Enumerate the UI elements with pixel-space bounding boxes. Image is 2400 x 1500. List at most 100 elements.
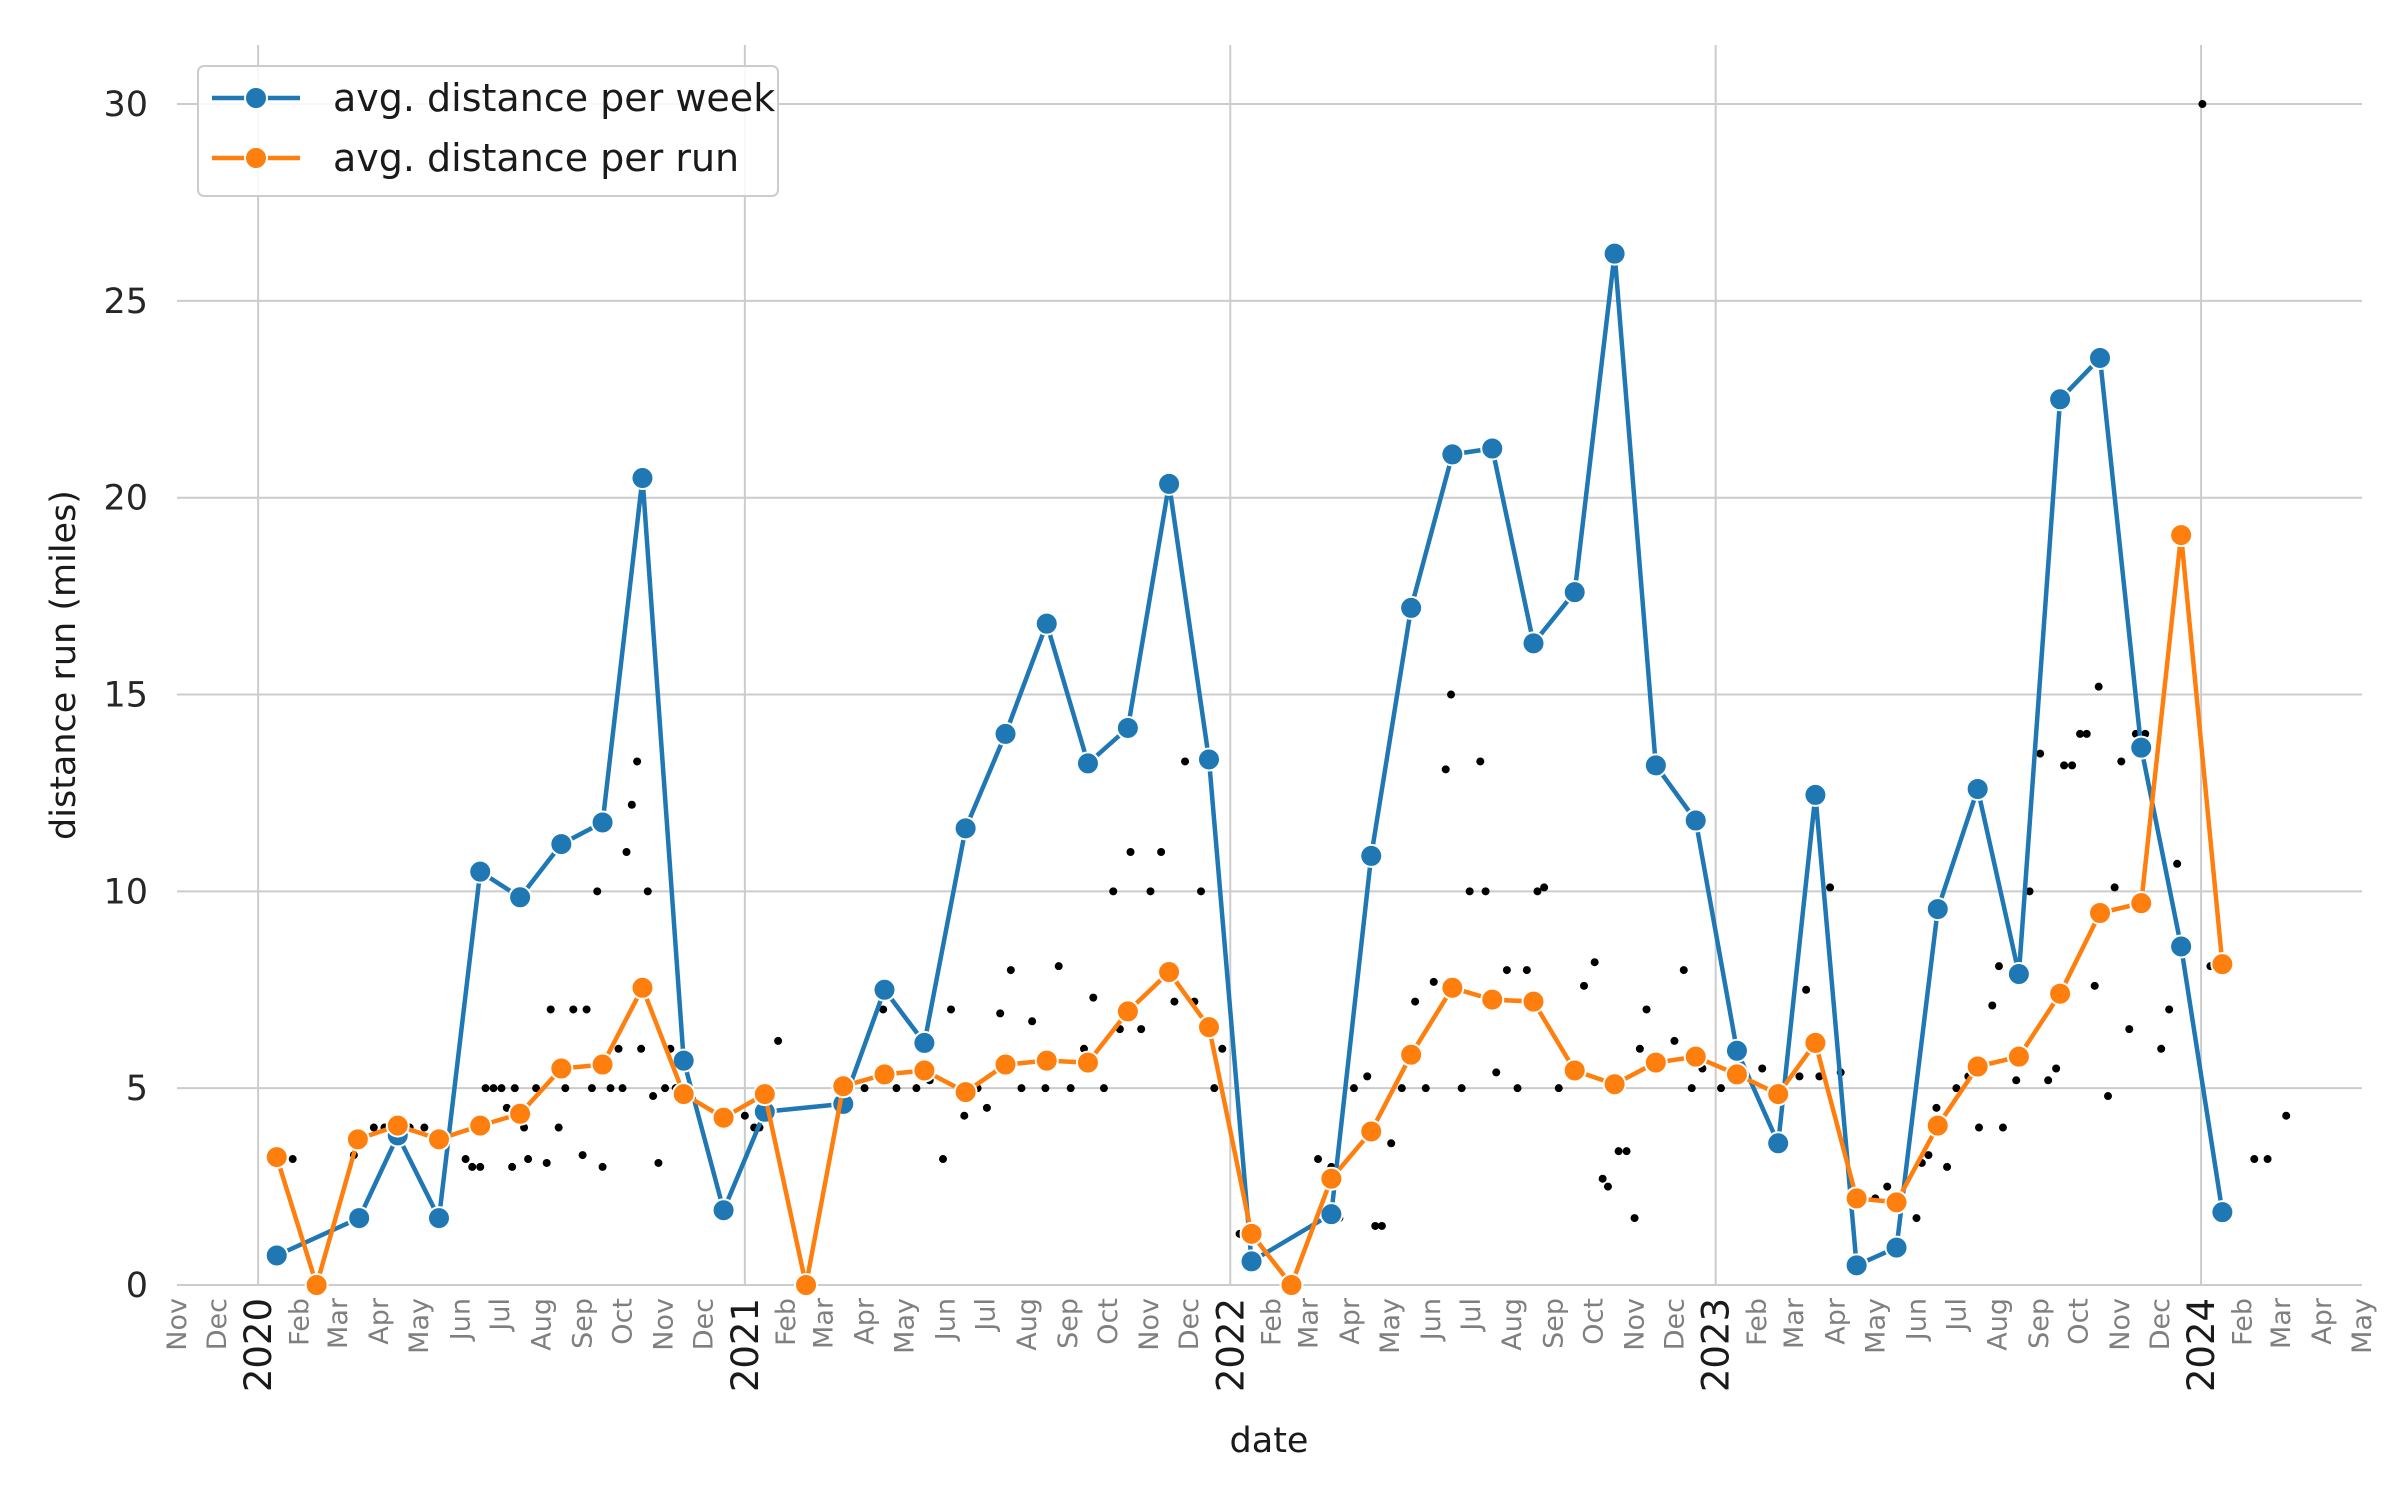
week-series-marker (2006, 962, 2031, 987)
month-tick-label: Dec (1174, 1298, 1205, 1350)
week-series-marker (2210, 1200, 2235, 1225)
month-tick-label: Oct (608, 1298, 639, 1345)
run-point (2090, 981, 2099, 990)
run-point (481, 1084, 490, 1093)
month-tick-label: Nov (2105, 1298, 2136, 1351)
month-tick-label: May (889, 1298, 920, 1354)
month-tick-label: Jun (931, 1298, 962, 1342)
run-series-marker (1643, 1050, 1668, 1075)
year-tick-label: 2020 (237, 1298, 280, 1392)
year-tick-label: 2021 (724, 1298, 767, 1392)
run-point (1476, 757, 1485, 766)
week-series-marker (549, 832, 574, 857)
run-series-marker (1279, 1273, 1304, 1297)
run-series-marker (630, 975, 655, 1000)
run-series-marker (468, 1113, 493, 1138)
run-point (1513, 1084, 1522, 1093)
month-tick-label: Jun (1901, 1298, 1932, 1342)
month-tick-label: Feb (2227, 1298, 2258, 1346)
run-point (1066, 1084, 1075, 1093)
month-tick-label: Nov (649, 1298, 680, 1351)
run-series-marker (1239, 1221, 1264, 1246)
run-point (476, 1162, 485, 1171)
run-point (468, 1162, 477, 1171)
month-tick-label: Feb (771, 1298, 802, 1346)
week-series-marker (1399, 595, 1424, 620)
run-point (546, 1005, 555, 1014)
run-point (614, 1044, 623, 1053)
run-point (1314, 1155, 1323, 1164)
month-tick-label: Jul (971, 1298, 1002, 1333)
run-point (1492, 1068, 1501, 1077)
week-series-marker (630, 466, 655, 491)
run-series-marker (1925, 1113, 1950, 1138)
y-tick-label: 30 (103, 85, 148, 125)
run-point (1533, 887, 1542, 896)
run-point (1603, 1182, 1612, 1191)
run-point (1988, 1001, 1997, 1010)
run-series-marker (1724, 1062, 1749, 1087)
run-point (1028, 1017, 1037, 1026)
run-point (740, 1111, 749, 1120)
run-series-marker (1399, 1042, 1424, 1067)
week-series-marker (1803, 782, 1828, 807)
run-point (879, 1005, 888, 1014)
month-tick-label: Mar (1294, 1297, 1325, 1349)
run-point (1397, 1084, 1406, 1093)
run-point (1614, 1147, 1623, 1156)
week-series-marker (1884, 1235, 1909, 1260)
run-point (1054, 962, 1063, 971)
y-tick-label: 15 (103, 676, 148, 716)
run-point (2110, 883, 2119, 892)
run-point (1349, 1084, 1358, 1093)
y-tick-label: 5 (126, 1069, 148, 1109)
week-series-marker (1239, 1249, 1264, 1274)
month-tick-label: Mar (1779, 1297, 1810, 1349)
run-series-marker (912, 1058, 937, 1083)
run-series-marker (752, 1082, 777, 1107)
week-series-marker (590, 810, 615, 835)
month-tick-label: Dec (1659, 1298, 1690, 1350)
y-tick-label: 20 (103, 479, 148, 519)
run-series-marker (1115, 999, 1140, 1024)
month-tick-label: Jul (1456, 1298, 1487, 1333)
week-series-marker (1115, 715, 1140, 740)
run-point (1932, 1103, 1941, 1112)
run-series-marker (993, 1052, 1018, 1077)
run-series-marker (1075, 1050, 1100, 1075)
run-series-marker (345, 1127, 370, 1152)
month-tick-label: May (1860, 1298, 1891, 1354)
run-series-marker (1965, 1054, 1990, 1079)
run-point (1630, 1214, 1639, 1223)
run-point (1522, 966, 1531, 975)
run-point (1157, 847, 1166, 856)
run-point (939, 1155, 948, 1164)
week-series-marker (711, 1198, 736, 1223)
run-point (1421, 1084, 1430, 1093)
run-point (1411, 997, 1420, 1006)
week-series-marker (508, 885, 533, 910)
run-point (1109, 887, 1118, 896)
run-point (1006, 966, 1015, 975)
month-tick-label: Oct (1093, 1298, 1124, 1345)
run-point (2025, 887, 2034, 896)
run-series-marker (426, 1127, 451, 1152)
week-series-marker (1562, 580, 1587, 605)
month-tick-label: Sep (1053, 1298, 1084, 1349)
run-series-marker (1480, 987, 1505, 1012)
run-point (1429, 977, 1438, 986)
run-point (1181, 757, 1190, 766)
month-tick-label: Feb (1256, 1298, 1287, 1346)
run-series-marker (2006, 1044, 2031, 1069)
week-series-marker (1440, 442, 1465, 467)
run-point (2117, 757, 2126, 766)
month-tick-label: Jun (445, 1298, 476, 1342)
run-point (1387, 1139, 1396, 1148)
run-point (288, 1155, 297, 1164)
week-series-marker (1965, 777, 1990, 801)
week-series-marker (1602, 241, 1627, 266)
y-axis-label: distance run (miles) (44, 490, 84, 840)
week-series-marker (347, 1206, 372, 1231)
run-series-marker (1602, 1072, 1627, 1097)
run-series-marker (1884, 1190, 1909, 1215)
